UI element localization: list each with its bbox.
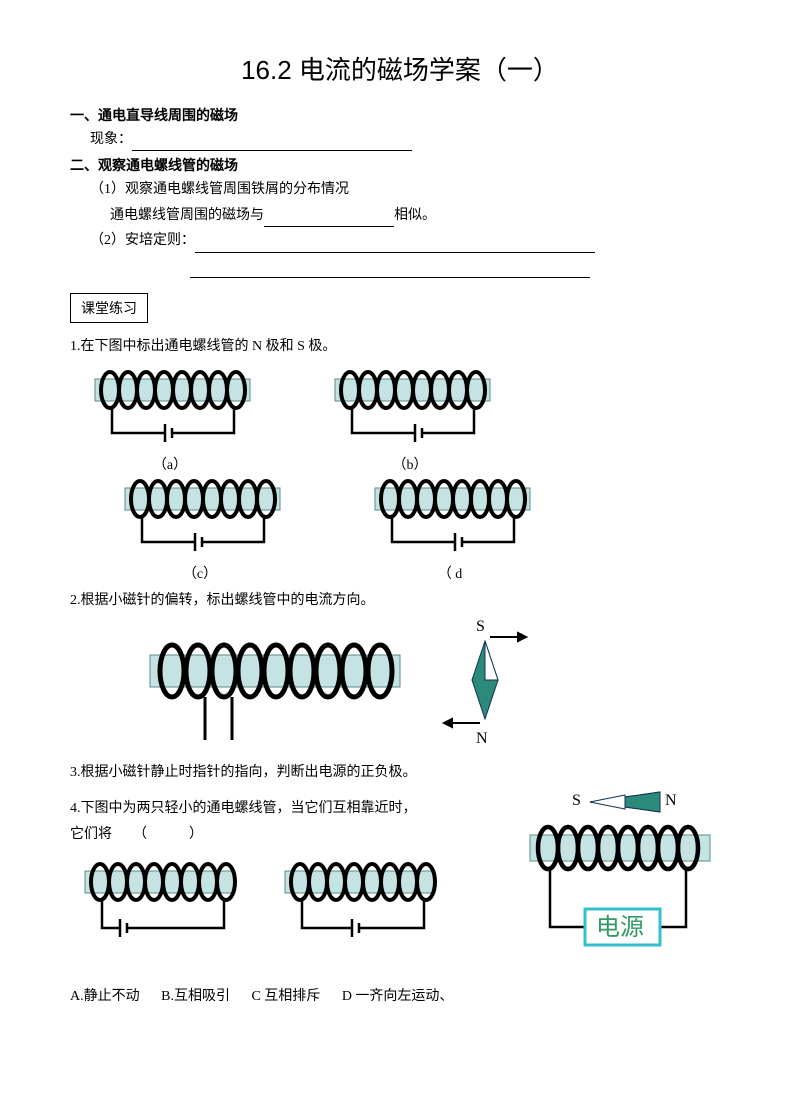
q4-figures: [70, 853, 500, 943]
blank-line: [190, 263, 590, 278]
solenoid-q3: S N 电源: [510, 787, 730, 977]
solenoid-large: [130, 625, 420, 745]
section2-item1: （1）观察通电螺线管周围铁屑的分布情况: [90, 179, 730, 201]
solenoid-d: （ d: [350, 470, 550, 583]
q3-text: 3.根据小磁针静止时指针的指向，判断出电源的正负极。: [70, 761, 730, 781]
section2-item1-line2: 通电螺线管周围的磁场与 相似。: [110, 205, 730, 227]
q3-q4-row: 4.下图中为两只轻小的通电螺线管，当它们互相靠近时， 它们将 （ ）: [70, 787, 730, 977]
solenoid-svg: [350, 470, 550, 560]
q1-row1: （a） （b）: [70, 361, 730, 474]
compass-s: S: [476, 618, 485, 635]
compass-s: S: [572, 792, 581, 809]
blank-line: [264, 212, 394, 227]
option-b: B.互相吸引: [161, 989, 230, 1004]
option-c: C 互相排斥: [251, 989, 320, 1004]
section1-heading: 一、通电直导线周围的磁场: [70, 105, 730, 125]
exercise-heading: 课堂练习: [70, 293, 148, 323]
compass-n: N: [476, 730, 488, 747]
compass-n: N: [665, 792, 677, 809]
label-d: （ d: [350, 563, 550, 583]
solenoid-a: （a）: [70, 361, 270, 474]
option-a: A.静止不动: [70, 989, 140, 1004]
section2-heading: 二、观察通电螺线管的磁场: [70, 155, 730, 175]
q4-line2: 它们将 （ ）: [70, 823, 500, 843]
blank-line: [195, 238, 595, 253]
worksheet-page: 16.2 电流的磁场学案（一） 一、通电直导线周围的磁场 现象： 二、观察通电螺…: [0, 0, 800, 1045]
power-label: 电源: [596, 914, 644, 941]
q2-figure: S N: [130, 615, 730, 755]
q2-text: 2.根据小磁针的偏转，标出螺线管中的电流方向。: [70, 589, 730, 609]
section2-item2-cont: [190, 256, 730, 278]
solenoid-svg: [70, 361, 270, 451]
solenoid-b: （b）: [310, 361, 510, 474]
text-post: 相似。: [394, 208, 436, 223]
section2-item2: （2）安培定则：: [90, 230, 730, 252]
compass-icon: S N: [440, 615, 530, 755]
text-pre: 通电螺线管周围的磁场与: [110, 208, 264, 223]
blank-line: [132, 136, 412, 151]
label-c: （c）: [100, 563, 300, 583]
q1-row2: （c） （ d: [70, 470, 730, 583]
q4-line1: 4.下图中为两只轻小的通电螺线管，当它们互相靠近时，: [70, 797, 500, 817]
section1-phenomenon: 现象：: [90, 129, 730, 151]
solenoid-c: （c）: [100, 470, 300, 583]
ampere-label: （2）安培定则：: [90, 233, 195, 248]
page-title: 16.2 电流的磁场学案（一）: [70, 50, 730, 87]
option-d: D 一齐向左运动、: [342, 989, 454, 1004]
q1-text: 1.在下图中标出通电螺线管的 N 极和 S 极。: [70, 335, 730, 355]
solenoid-q4a: [70, 853, 250, 943]
phenomenon-label: 现象：: [90, 132, 132, 147]
q4-options: A.静止不动 B.互相吸引 C 互相排斥 D 一齐向左运动、: [70, 985, 730, 1005]
solenoid-svg: [310, 361, 510, 451]
solenoid-q4b: [270, 853, 450, 943]
solenoid-svg: [100, 470, 300, 560]
